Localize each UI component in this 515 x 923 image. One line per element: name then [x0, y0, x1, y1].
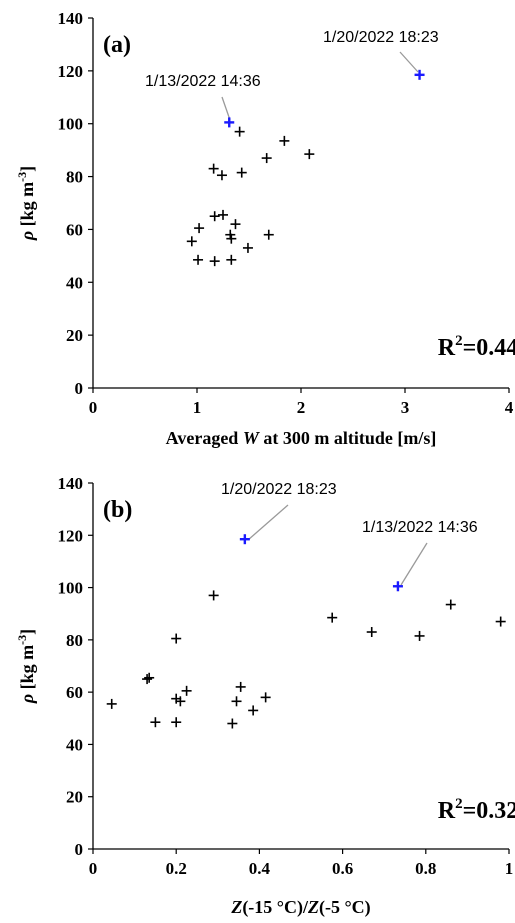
callout-leader-line: [399, 51, 419, 73]
y-tick-label: 40: [66, 735, 83, 754]
r-squared-label: R2=0.32: [438, 796, 515, 824]
x-tick-label: 0.2: [166, 859, 187, 878]
data-point: [218, 209, 228, 220]
data-point: [144, 672, 155, 683]
chart-panel-b: 0 20 40 60 80 100 120 140 0 0.2 0.4 0.6 0.8 1 (b) R2=0.…: [15, 474, 515, 918]
data-point: [235, 681, 246, 692]
data-point: [150, 717, 161, 728]
y-axis-label: ρ [kg m-3]: [15, 629, 37, 704]
y-tick-label: 140: [58, 9, 84, 28]
data-point: [236, 167, 247, 178]
x-tick-label: 1: [193, 398, 202, 417]
data-point: [231, 696, 242, 707]
data-point: [226, 233, 237, 244]
y-tick-label: 20: [66, 788, 83, 807]
y-tick-label: 40: [66, 273, 83, 292]
data-point: [227, 718, 238, 729]
data-point: [495, 616, 506, 627]
x-tick-label: 3: [401, 398, 410, 417]
data-point: [279, 135, 290, 146]
data-point: [216, 170, 227, 181]
data-point: [445, 599, 456, 610]
highlighted-data-point: [414, 69, 425, 80]
x-tick-label: 1: [505, 859, 514, 878]
callout-label: 1/20/2022 18:23: [221, 481, 337, 498]
data-point: [248, 705, 259, 716]
data-point: [181, 685, 192, 696]
callout-label: 1/13/2022 14:36: [362, 519, 478, 536]
data-point: [208, 590, 219, 601]
y-tick-label: 0: [75, 379, 84, 398]
y-tick-label: 120: [58, 62, 84, 81]
highlighted-data-point: [392, 581, 403, 592]
callout-label: 1/20/2022 18:23: [323, 29, 439, 46]
x-tick-label: 0: [89, 398, 98, 417]
callout-label: 1/13/2022 14:36: [145, 73, 261, 90]
data-point: [260, 692, 271, 703]
x-tick-label: 4: [505, 398, 514, 417]
data-point: [208, 163, 219, 174]
y-axis-label: ρ [kg m-3]: [15, 166, 37, 241]
data-point: [366, 627, 377, 638]
callout-leader-line: [221, 96, 231, 121]
y-tick-label: 0: [75, 840, 84, 859]
y-tick-label: 120: [58, 526, 84, 545]
data-point: [142, 674, 153, 685]
x-tick-label: 2: [297, 398, 306, 417]
x-tick-label: 0.6: [332, 859, 353, 878]
data-point: [175, 696, 186, 707]
data-point: [209, 256, 220, 267]
y-tick-label: 60: [66, 683, 83, 702]
data-point: [414, 630, 425, 641]
data-point: [209, 211, 220, 222]
y-tick-label: 100: [58, 115, 84, 134]
panel-label: (b): [103, 497, 132, 523]
x-axis-label: Averaged W at 300 m altitude [m/s]: [166, 428, 437, 448]
data-point: [263, 229, 274, 240]
data-point: [171, 717, 182, 728]
y-tick-label: 100: [58, 579, 84, 598]
data-point: [327, 612, 338, 623]
data-point: [230, 219, 241, 230]
data-point: [106, 698, 117, 709]
panel-label: (a): [103, 32, 131, 58]
data-point: [226, 254, 237, 265]
y-tick-label: 140: [58, 474, 84, 493]
y-tick-label: 80: [66, 168, 83, 187]
highlighted-data-point: [239, 534, 250, 545]
r-squared-label: R2=0.44: [438, 333, 515, 361]
data-point: [171, 633, 182, 644]
x-tick-label: 0: [89, 859, 98, 878]
chart-panel-a: 0 20 40 60 80 100 120 140 0 1 2 3 4 (a) R2=0.44 Average…: [15, 9, 515, 448]
y-tick-label: 80: [66, 631, 83, 650]
callout-leader-line: [400, 542, 428, 586]
x-axis-label: Z(-15 °C)/Z(-5 °C): [230, 897, 370, 918]
data-point: [242, 242, 253, 253]
data-point: [186, 236, 197, 247]
data-point: [193, 254, 204, 265]
x-tick-label: 0.4: [249, 859, 271, 878]
data-point: [194, 223, 205, 234]
data-point: [234, 126, 245, 137]
callout-leader-line: [247, 504, 289, 541]
data-point: [261, 153, 272, 164]
highlighted-data-point: [224, 117, 235, 128]
x-tick-label: 0.8: [415, 859, 436, 878]
y-tick-label: 60: [66, 220, 83, 239]
y-tick-label: 20: [66, 326, 83, 345]
data-point: [304, 149, 315, 160]
